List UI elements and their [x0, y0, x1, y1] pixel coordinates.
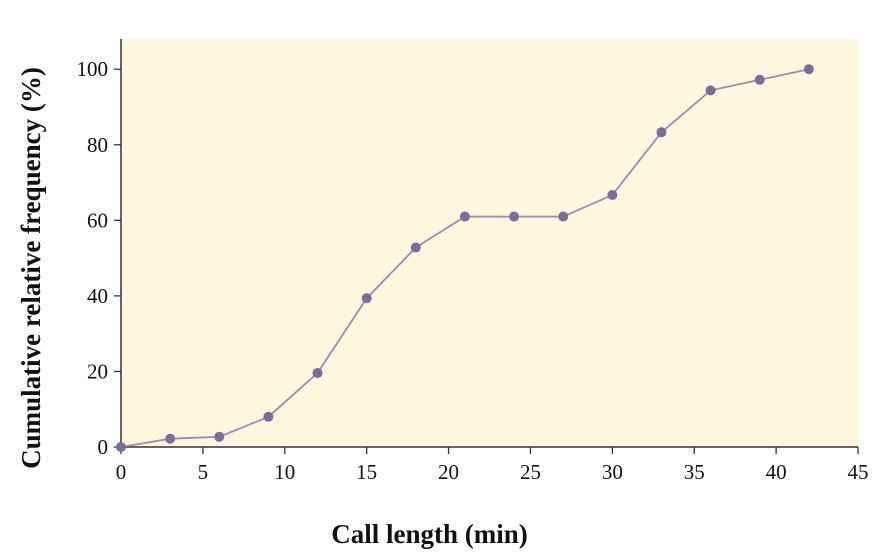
data-point: [754, 74, 765, 85]
data-point: [607, 190, 618, 201]
x-tick-label: 20: [438, 460, 459, 484]
data-point: [214, 431, 225, 442]
plot-background: [121, 39, 858, 447]
x-tick-label: 45: [848, 460, 869, 484]
x-tick-label: 15: [356, 460, 377, 484]
data-point: [263, 411, 274, 422]
y-axis-title: Cumulative relative frequency (%): [16, 67, 46, 469]
data-point: [558, 211, 569, 222]
x-tick-label: 10: [274, 460, 295, 484]
y-tick-label: 20: [87, 359, 108, 383]
x-tick-label: 40: [766, 460, 787, 484]
data-point: [459, 211, 470, 222]
x-axis-title: Call length (min): [331, 519, 528, 549]
data-point: [361, 293, 372, 304]
y-tick-label: 100: [77, 57, 109, 81]
data-point: [509, 211, 520, 222]
y-tick-label: 40: [87, 284, 108, 308]
x-tick-label: 0: [116, 460, 127, 484]
axes: 0 5 10 15 20 25 30 35 40 45 0 20 40 60 80 100: [77, 39, 869, 484]
data-point: [705, 85, 716, 96]
y-tick-label: 60: [87, 208, 108, 232]
data-point: [165, 433, 176, 444]
data-point: [312, 367, 323, 378]
data-point: [116, 442, 126, 452]
data-point: [410, 242, 421, 253]
x-tick-label: 5: [198, 460, 209, 484]
series-layer: [116, 64, 814, 452]
y-tick-label: 80: [87, 133, 108, 157]
y-tick-label: 0: [98, 435, 109, 459]
x-tick-label: 30: [602, 460, 623, 484]
x-tick-label: 25: [520, 460, 541, 484]
data-point: [803, 64, 814, 75]
x-tick-label: 35: [684, 460, 705, 484]
data-point: [656, 127, 667, 138]
